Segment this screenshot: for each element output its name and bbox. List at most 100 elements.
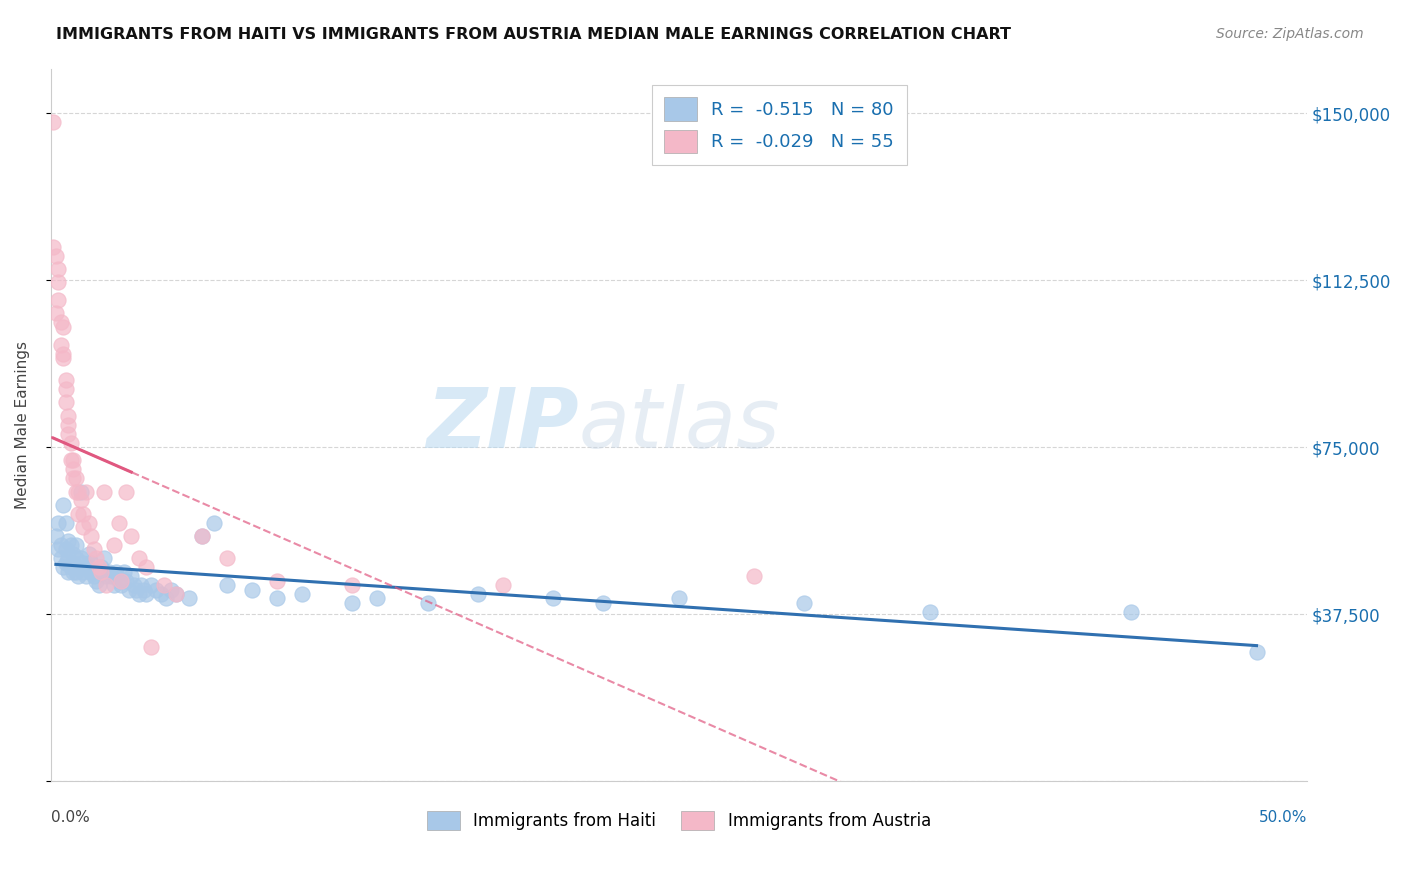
Point (266, 574, 288, 588)
Point (49, 538, 72, 552)
Point (55, 542, 77, 557)
Point (190, 529, 212, 543)
Point (80, 529, 103, 543)
Point (65, 551, 87, 566)
Point (83, 569, 105, 583)
Point (65, 565, 87, 579)
Point (80, 565, 103, 579)
Point (120, 529, 142, 543)
Point (342, 596, 364, 610)
Point (94, 578, 117, 592)
Point (150, 587, 173, 601)
Point (202, 516, 225, 530)
Point (48, 542, 70, 557)
Point (128, 587, 150, 601)
Point (416, 596, 439, 610)
Legend: R =  -0.515   N = 80, R =  -0.029   N = 55: R = -0.515 N = 80, R = -0.029 N = 55 (652, 85, 907, 165)
Point (742, 569, 765, 583)
Point (48, 293, 70, 307)
Point (141, 640, 163, 655)
Point (62, 556, 84, 570)
Point (105, 569, 128, 583)
Text: atlas: atlas (578, 384, 780, 466)
Point (49, 337, 72, 351)
Point (75, 484, 97, 499)
Point (70, 551, 93, 566)
Point (125, 582, 148, 597)
Point (49, 315, 72, 329)
Point (65, 471, 87, 485)
Point (153, 578, 176, 592)
Point (132, 582, 155, 597)
Point (120, 569, 142, 583)
Point (52, 351, 75, 365)
Point (342, 578, 364, 592)
Point (165, 587, 187, 601)
Point (42, 115, 65, 129)
Point (135, 560, 157, 574)
Point (215, 578, 238, 592)
Point (62, 453, 84, 467)
Point (67, 560, 90, 574)
Point (55, 516, 77, 530)
Point (72, 556, 94, 570)
Point (103, 578, 125, 592)
Point (59, 560, 82, 574)
Text: ZIP: ZIP (426, 384, 578, 466)
Point (55, 395, 77, 409)
Point (59, 538, 82, 552)
Point (70, 493, 93, 508)
Point (59, 453, 82, 467)
Point (240, 582, 263, 597)
Point (105, 565, 128, 579)
Point (62, 565, 84, 579)
Point (77, 516, 100, 530)
Point (67, 569, 90, 583)
Point (1246, 645, 1268, 659)
Text: 0.0%: 0.0% (51, 810, 90, 824)
Point (52, 346, 75, 360)
Point (72, 565, 94, 579)
Point (215, 551, 238, 566)
Point (128, 551, 150, 566)
Point (45, 248, 67, 262)
Text: Source: ZipAtlas.com: Source: ZipAtlas.com (1216, 27, 1364, 41)
Point (110, 574, 132, 588)
Point (72, 507, 94, 521)
Point (52, 560, 75, 574)
Point (59, 435, 82, 450)
Point (93, 484, 115, 499)
Point (668, 591, 690, 606)
Point (58, 417, 80, 432)
Point (135, 587, 157, 601)
Point (793, 596, 815, 610)
Point (94, 569, 117, 583)
Point (80, 556, 103, 570)
Point (115, 484, 138, 499)
Point (90, 565, 112, 579)
Point (52, 319, 75, 334)
Point (58, 533, 80, 548)
Point (84, 574, 107, 588)
Point (145, 582, 167, 597)
Point (87, 560, 110, 574)
Point (1119, 605, 1142, 619)
Point (93, 565, 115, 579)
Point (541, 591, 564, 606)
Point (52, 498, 75, 512)
Point (103, 538, 125, 552)
Point (55, 556, 77, 570)
Point (115, 574, 138, 588)
Point (77, 560, 100, 574)
Point (107, 516, 129, 530)
Point (48, 275, 70, 289)
Point (58, 551, 80, 566)
Point (70, 484, 93, 499)
Point (155, 591, 177, 606)
Point (118, 582, 141, 597)
Point (366, 591, 388, 606)
Point (291, 587, 314, 601)
Point (48, 261, 70, 276)
Point (467, 587, 489, 601)
Point (160, 582, 183, 597)
